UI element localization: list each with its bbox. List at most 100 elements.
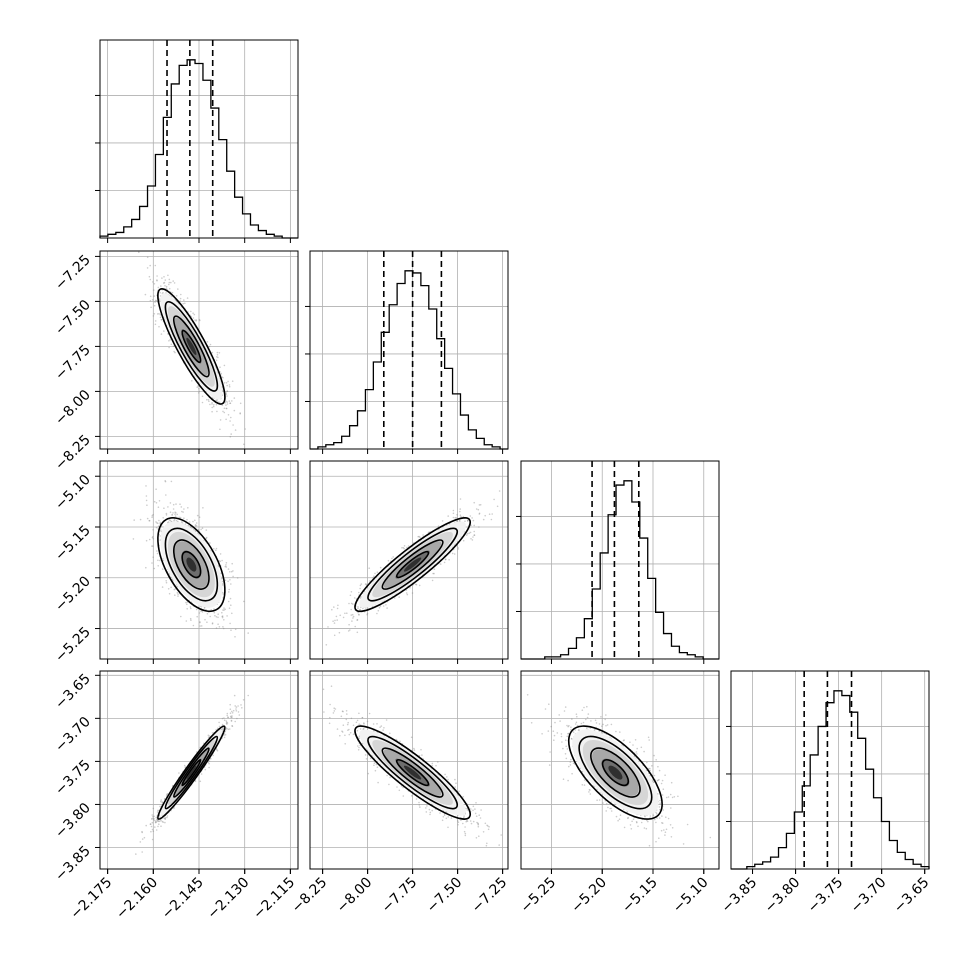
- sample-point: [232, 576, 234, 578]
- sample-point: [377, 571, 379, 573]
- sample-point: [177, 592, 179, 594]
- sample-point: [230, 436, 232, 438]
- sample-point: [199, 612, 201, 614]
- sample-point: [362, 608, 364, 610]
- sample-point: [388, 560, 390, 562]
- sample-point: [221, 612, 223, 614]
- sample-point: [240, 403, 242, 405]
- sample-point: [199, 625, 201, 627]
- sample-point: [214, 615, 216, 617]
- sample-point: [217, 613, 219, 615]
- sample-point: [230, 433, 232, 435]
- sample-point: [167, 275, 169, 277]
- y-tick-label: −7.50: [52, 297, 94, 339]
- sample-point: [479, 513, 481, 515]
- sample-point: [206, 399, 208, 401]
- sample-point: [346, 612, 348, 614]
- sample-point: [348, 624, 350, 626]
- sample-point: [229, 623, 231, 625]
- sample-point: [209, 616, 211, 618]
- sample-point: [181, 506, 183, 508]
- sample-point: [192, 312, 194, 314]
- sample-point: [179, 503, 181, 505]
- sample-point: [186, 608, 188, 610]
- sample-point: [201, 773, 203, 775]
- sample-point: [156, 527, 158, 529]
- sample-point: [193, 625, 195, 627]
- sample-point: [354, 626, 356, 628]
- histogram-bar-2: [310, 271, 508, 449]
- sample-point: [350, 595, 352, 597]
- sample-point: [159, 560, 161, 562]
- sample-point: [247, 632, 249, 634]
- sample-point: [176, 295, 178, 297]
- sample-point: [155, 324, 157, 326]
- sample-point: [168, 340, 170, 342]
- sample-point: [202, 402, 204, 404]
- sample-point: [181, 511, 183, 513]
- sample-point: [174, 352, 176, 354]
- sample-point: [227, 713, 229, 715]
- y-tick-label: −5.20: [52, 573, 94, 615]
- sample-point: [226, 391, 228, 393]
- sample-point: [187, 507, 189, 509]
- sample-point: [234, 397, 236, 399]
- sample-point: [196, 616, 198, 618]
- sample-point: [478, 509, 480, 511]
- sample-point: [146, 495, 148, 497]
- sample-point: [154, 313, 156, 315]
- sample-point: [163, 330, 165, 332]
- sample-point: [229, 386, 231, 388]
- sample-point: [157, 560, 159, 562]
- sample-point: [150, 307, 152, 309]
- sample-point: [154, 295, 156, 297]
- sample-point: [152, 529, 154, 531]
- sample-point: [212, 352, 214, 354]
- sample-point: [470, 538, 472, 540]
- y-tick-label: −5.15: [52, 523, 94, 565]
- sample-point: [214, 612, 216, 614]
- sample-point: [215, 400, 217, 402]
- histogram-bar-3: [521, 481, 719, 659]
- sample-point: [152, 829, 154, 831]
- sample-point: [219, 366, 221, 368]
- sample-point: [392, 556, 394, 558]
- sample-point: [237, 577, 239, 579]
- sample-point: [206, 537, 208, 539]
- sample-point: [327, 626, 329, 628]
- sample-point: [169, 339, 171, 341]
- sample-point: [380, 605, 382, 607]
- sample-point: [199, 319, 201, 321]
- sample-point: [233, 710, 235, 712]
- sample-point: [195, 525, 197, 527]
- sample-point: [493, 499, 495, 501]
- sample-point: [177, 288, 179, 290]
- sample-point: [460, 498, 462, 500]
- sample-point: [168, 284, 170, 286]
- sample-point: [331, 609, 333, 611]
- sample-point: [190, 608, 192, 610]
- sample-point: [339, 632, 341, 634]
- sample-point: [145, 294, 147, 296]
- sample-point: [223, 717, 225, 719]
- sample-point: [145, 825, 147, 827]
- sample-point: [215, 549, 217, 551]
- sample-point: [452, 553, 454, 555]
- sample-point: [357, 608, 359, 610]
- sample-point: [166, 514, 168, 516]
- sample-point: [374, 573, 376, 575]
- sample-point: [479, 504, 481, 506]
- sample-point: [470, 515, 472, 517]
- sample-point: [489, 513, 491, 515]
- sample-point: [189, 521, 191, 523]
- sample-point: [161, 319, 163, 321]
- sample-point: [154, 301, 156, 303]
- sample-point: [171, 514, 173, 516]
- sample-point: [376, 613, 378, 615]
- sample-point: [230, 583, 232, 585]
- sample-point: [155, 300, 157, 302]
- sample-point: [497, 506, 499, 508]
- sample-point: [186, 519, 188, 521]
- sample-point: [230, 629, 232, 631]
